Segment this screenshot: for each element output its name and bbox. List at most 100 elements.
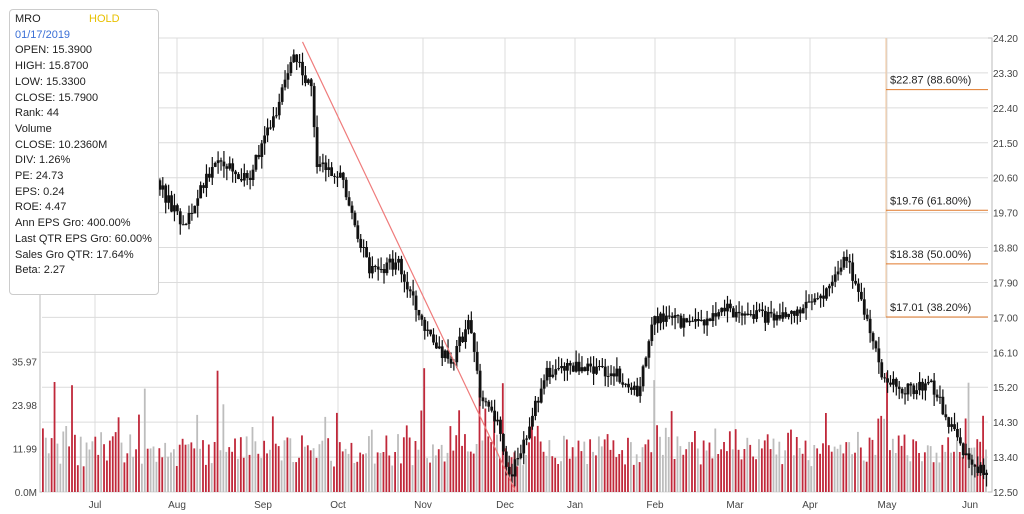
candle-body [481, 397, 485, 402]
volume-bar [365, 453, 367, 492]
candle-body [277, 101, 281, 116]
candle-body [801, 308, 805, 314]
volume-bar [321, 440, 324, 492]
volume-bar [839, 444, 842, 492]
candle-body [897, 386, 901, 389]
volume-bar [149, 448, 152, 492]
volume-bar [193, 448, 196, 492]
candle-body [344, 179, 348, 198]
volume-bar [606, 434, 609, 492]
candle-body [720, 307, 724, 313]
volume-bar [918, 453, 920, 492]
volume-bar [449, 426, 452, 492]
candle-body [886, 378, 889, 383]
candle-body [589, 363, 593, 367]
volume-bar [219, 450, 222, 492]
volume-bar [397, 434, 399, 492]
candle-body [551, 374, 555, 377]
candle-body [961, 443, 965, 456]
candle-body [787, 313, 791, 317]
candle-body [461, 336, 465, 342]
candle-body [909, 383, 913, 386]
volume-bar [571, 447, 574, 492]
volume-bar [618, 454, 621, 492]
candle-body [228, 163, 232, 169]
volume-bar [801, 453, 804, 492]
candle-body [833, 274, 837, 282]
volume-bar [146, 448, 149, 492]
volume-bar [187, 444, 190, 492]
volume-bar [583, 441, 586, 492]
candle-body [225, 166, 229, 169]
volume-bar [603, 439, 606, 492]
volume-bar [292, 462, 295, 492]
candle-body [304, 75, 307, 83]
candle-body [324, 162, 328, 170]
rating-badge: HOLD [89, 13, 120, 25]
volume-bar [350, 442, 353, 492]
candle-body [568, 363, 572, 366]
volume-bar [469, 451, 472, 492]
candle-body [257, 154, 261, 158]
candle-body [761, 309, 764, 311]
volume-bar [175, 466, 178, 492]
volume-bar [91, 441, 94, 492]
volume-bar [795, 437, 798, 492]
price-tick-label: 19.70 [993, 209, 1018, 220]
volume-bar [827, 445, 830, 492]
volume-tick-label: 0.0M [15, 488, 37, 499]
candle-body [859, 291, 863, 300]
volume-bar [804, 440, 807, 492]
volume-bar [42, 428, 44, 492]
candle-body [420, 315, 424, 320]
candle-body [705, 318, 709, 326]
sales-growth: Sales Gro QTR: 17.64% [15, 248, 134, 261]
volume-bar [923, 452, 926, 492]
candle-body [435, 342, 438, 349]
volume-bar [609, 449, 612, 492]
volume-bar [894, 453, 897, 492]
volume-bar [464, 434, 466, 492]
candle-body [790, 310, 793, 314]
volume-bar [807, 460, 810, 492]
candle-body [650, 324, 654, 342]
candle-body [193, 205, 197, 214]
candle-body [181, 224, 185, 226]
volume-bar [638, 462, 641, 492]
volume-close: CLOSE: 10.2360M [15, 138, 108, 151]
volume-bar [59, 463, 62, 492]
candle-body [737, 311, 741, 314]
volume-bar [295, 462, 298, 492]
volume-bar [181, 438, 184, 492]
volume-bar [545, 455, 548, 492]
candle-body [170, 195, 173, 212]
candle-body [621, 382, 625, 385]
volume-bar [65, 426, 68, 492]
candle-body [615, 368, 619, 377]
candle-body [309, 79, 313, 87]
candle-body [548, 367, 552, 377]
candle-body [184, 224, 188, 225]
candle-body [475, 351, 479, 371]
volume-bar [356, 461, 359, 492]
volume-bar [679, 446, 682, 492]
volume-bar [56, 443, 59, 492]
candle-body [469, 320, 473, 334]
volume-bar [245, 436, 248, 492]
candle-body [598, 366, 601, 367]
volume-bar [155, 461, 158, 492]
volume-bar [271, 416, 274, 492]
volume-bar [653, 380, 656, 492]
volume-bar [315, 457, 318, 492]
candle-body [315, 127, 319, 167]
volume-bar [629, 442, 632, 492]
candle-body [726, 303, 729, 312]
candle-body [368, 257, 371, 274]
volume-bar [644, 444, 647, 492]
volume-bar [798, 448, 801, 492]
volume-bar [423, 368, 426, 492]
volume-bar [376, 452, 379, 492]
volume-bar [528, 442, 530, 492]
volume-bar [184, 444, 187, 492]
volume-bar [74, 434, 76, 492]
